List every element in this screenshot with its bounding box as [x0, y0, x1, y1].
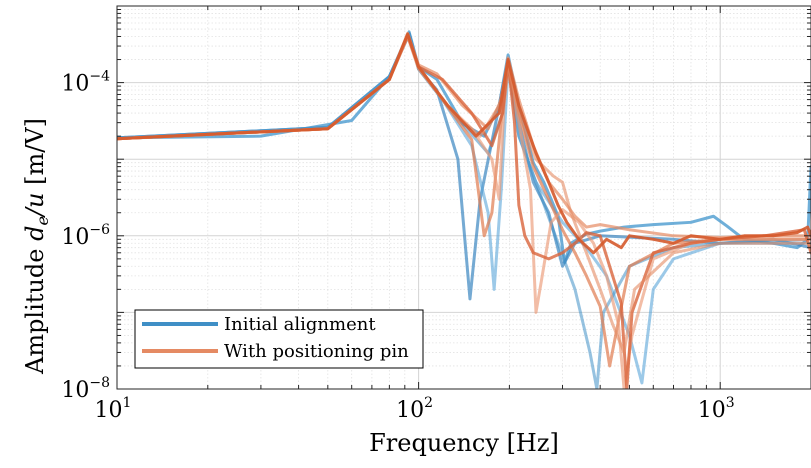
legend: Initial alignment With positioning pin	[134, 309, 424, 369]
x-tick-label: 102	[396, 395, 433, 423]
y-tick-labels: 10−810−610−4	[61, 69, 110, 403]
x-tick-label: 101	[95, 395, 132, 423]
y-tick-exponent: −8	[89, 375, 110, 391]
y-tick-label: 10−6	[61, 222, 110, 250]
y-axis-label-prefix: Amplitude	[21, 241, 49, 375]
x-axis-label: Frequency [Hz]	[369, 429, 559, 457]
legend-box	[134, 309, 424, 369]
positioning-pin-curve-7	[117, 34, 811, 389]
y-axis-label: Amplitude de/u [m/V]	[21, 118, 52, 375]
x-tick-exponent: 2	[424, 395, 433, 411]
y-tick-label: 10−8	[61, 375, 110, 403]
x-tick-labels: 101 102 103	[95, 395, 735, 423]
x-tick-base: 10	[698, 398, 726, 423]
legend-label-initial: Initial alignment	[224, 314, 376, 335]
y-tick-base: 10	[61, 378, 89, 403]
x-tick-base: 10	[95, 398, 123, 423]
x-tick-label: 103	[698, 395, 735, 423]
x-tick-base: 10	[396, 398, 424, 423]
positioning-pin-curve-8	[117, 34, 811, 354]
y-tick-exponent: −4	[89, 69, 110, 85]
y-tick-label: 10−4	[61, 69, 110, 97]
axes-border	[116, 5, 811, 390]
y-axis-label-sub: e	[33, 216, 52, 225]
y-axis-label-var: d	[21, 226, 49, 241]
y-tick-exponent: −6	[89, 222, 110, 238]
y-axis-label-unit: [m/V]	[21, 118, 49, 193]
y-tick-base: 10	[61, 72, 89, 97]
axes-frame	[116, 5, 811, 390]
legend-label-pin: With positioning pin	[224, 341, 409, 362]
y-axis-label-rest: /u	[21, 193, 49, 219]
data-curves	[117, 30, 811, 389]
x-tick-exponent: 3	[726, 395, 735, 411]
y-tick-base: 10	[61, 225, 89, 250]
x-tick-exponent: 1	[123, 395, 132, 411]
positioning-pin-curve-9	[117, 32, 811, 255]
